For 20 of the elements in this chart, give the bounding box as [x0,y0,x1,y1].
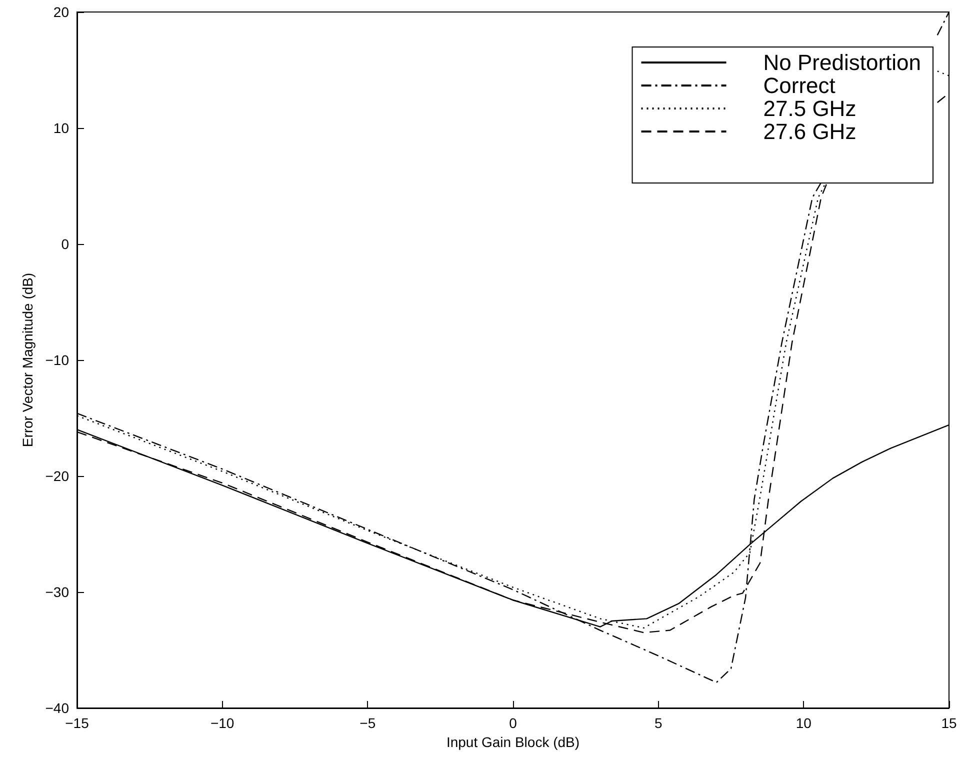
x-tick-label: 10 [796,715,812,731]
y-tick-label: −30 [45,584,70,600]
legend-label: No Predistortion [763,50,922,75]
y-tick-label: 10 [53,120,70,136]
x-tick-label: 5 [654,715,662,731]
y-tick-label: 20 [53,4,70,20]
y-tick-label: −20 [45,468,70,484]
x-tick-label: −5 [360,715,376,731]
x-tick-label: −15 [65,715,90,731]
x-tick-label: 15 [941,715,957,731]
y-tick-label: 0 [61,236,70,252]
x-tick-label: −10 [210,715,234,731]
y-tick-label: −40 [45,700,70,716]
x-axis-title: Input Gain Block (dB) [446,734,580,750]
legend-label: Correct [763,73,836,98]
legend-label: 27.5 GHz [763,96,856,121]
y-tick-label: −10 [45,352,70,368]
legend-label: 27.6 GHz [763,119,856,144]
x-tick-label: 0 [509,715,518,731]
y-axis-title: Error Vector Magnitude (dB) [19,272,36,448]
